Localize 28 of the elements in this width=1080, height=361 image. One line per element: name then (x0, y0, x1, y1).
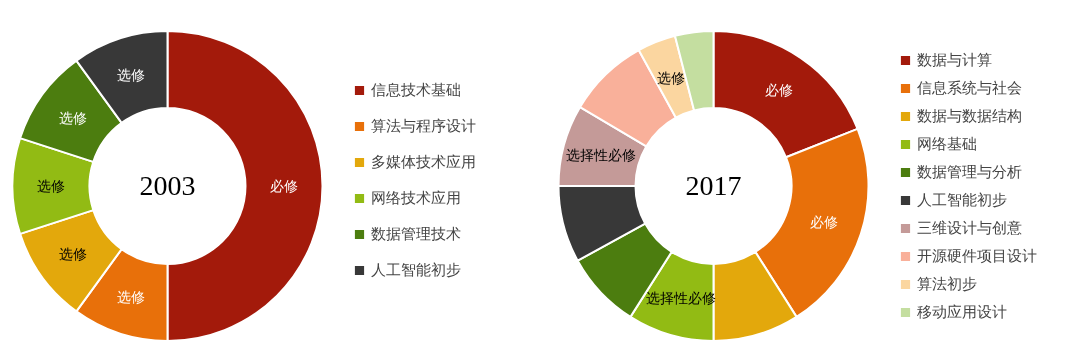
legend-label: 数据管理技术 (371, 223, 461, 245)
text: 2003 (139, 170, 196, 201)
data-label: 选修 (656, 69, 685, 86)
data-label: 选修 (59, 246, 88, 263)
data-label: 选修 (37, 178, 65, 194)
data-label: 必修 (764, 81, 793, 98)
legend-label: 人工智能初步 (371, 259, 461, 281)
legend-label: 网络基础 (917, 133, 977, 155)
legend-label: 三维设计与创意 (917, 217, 1022, 239)
data-label: 选修 (117, 288, 146, 305)
legend-label: 信息技术基础 (371, 79, 461, 101)
legend-label: 算法与程序设计 (371, 115, 476, 137)
legend-label: 算法初步 (917, 273, 977, 295)
data-label: 必修 (810, 214, 839, 230)
text: 2017 (685, 170, 742, 201)
legend-label: 数据管理与分析 (917, 161, 1022, 183)
legend-label: 人工智能初步 (917, 189, 1007, 211)
legend-label: 网络技术应用 (371, 187, 461, 209)
legend-label: 开源硬件项目设计 (917, 245, 1037, 267)
data-label: 选修 (59, 109, 88, 126)
data-label: 选修 (117, 67, 146, 84)
legend-label: 移动应用设计 (917, 301, 1007, 323)
data-label: 必修 (270, 178, 298, 194)
legend-label: 多媒体技术应用 (371, 151, 476, 173)
legend-label: 数据与数据结构 (917, 105, 1022, 127)
legend-label: 信息系统与社会 (917, 77, 1022, 99)
data-label: 选择性必修 (566, 147, 637, 164)
legend-label: 数据与计算 (917, 49, 992, 71)
